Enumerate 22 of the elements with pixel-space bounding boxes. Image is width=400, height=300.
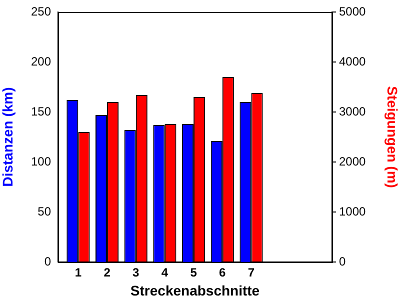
y2-tick-label: 5000 xyxy=(339,4,366,18)
y-tick-label: 250 xyxy=(30,4,52,18)
x-tick-label: 1 xyxy=(74,266,82,280)
y-tick-label: 100 xyxy=(30,154,52,168)
y2-tick-label: 4000 xyxy=(339,54,366,68)
y2-axis-title: Steigungen (m) xyxy=(384,86,400,188)
x-tick-label: 7 xyxy=(248,266,255,280)
y2-tick-label: 1000 xyxy=(339,204,366,218)
y-tick-label: 0 xyxy=(44,254,52,268)
y2-tick-label: 2000 xyxy=(339,154,366,168)
y-tick-label: 50 xyxy=(38,204,52,218)
x-tick-label: 6 xyxy=(219,266,226,280)
y-tick-label: 150 xyxy=(30,104,52,118)
y-tick-label: 200 xyxy=(30,54,52,68)
x-tick-label: 2 xyxy=(104,266,111,280)
x-tick-label: 5 xyxy=(190,266,198,280)
y2-tick-label: 0 xyxy=(339,254,346,268)
x-axis-title: Streckenabschnitte xyxy=(130,282,260,298)
x-tick-label: 4 xyxy=(161,266,168,280)
y2-tick-label: 3000 xyxy=(339,104,366,118)
y-axis-title: Distanzen (km) xyxy=(0,87,16,187)
x-tick-label: 3 xyxy=(132,266,140,280)
